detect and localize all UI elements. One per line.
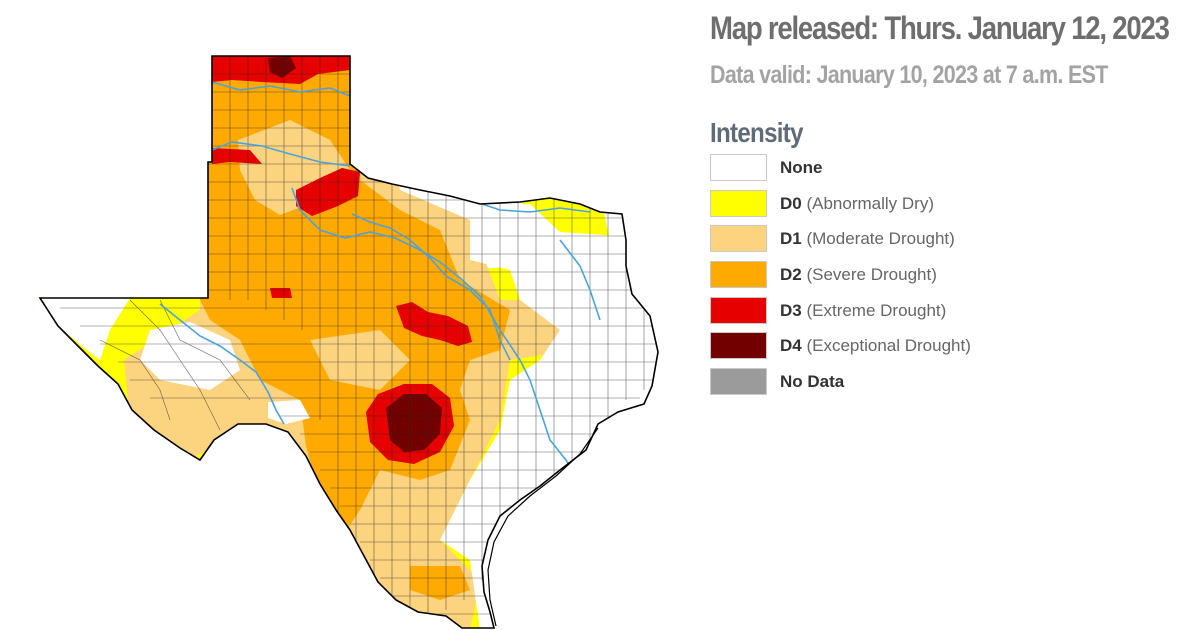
legend-swatch — [710, 225, 767, 253]
legend-swatch — [710, 368, 767, 396]
legend-label: (Moderate Drought) — [806, 229, 955, 249]
legend-label: (Extreme Drought) — [806, 300, 947, 320]
legend-code: D2 — [780, 265, 802, 285]
none-region-big-bend — [268, 400, 310, 424]
none-region-west — [40, 296, 130, 360]
legend-swatch — [710, 332, 767, 360]
data-valid-subtitle: Data valid: January 10, 2023 at 7 a.m. E… — [710, 61, 1108, 89]
legend-swatch — [710, 154, 767, 181]
d3-region-central — [396, 302, 472, 346]
legend-swatch — [710, 261, 767, 289]
none-region-trans-pecos — [140, 322, 240, 390]
d4-region-north — [268, 56, 296, 78]
legend-code: D3 — [780, 300, 802, 320]
d3-region-pecos — [270, 288, 292, 298]
map-released-title: Map released: Thurs. January 12, 2023 — [710, 10, 1170, 46]
legend-code: None — [780, 158, 823, 177]
legend-code: D0 — [780, 193, 802, 213]
rivers — [159, 81, 601, 471]
d1-patch-central — [310, 330, 410, 390]
legend-code: D1 — [780, 229, 802, 249]
legend-label: (Exceptional Drought) — [806, 336, 971, 356]
legend-title: Intensity — [710, 117, 804, 148]
info-panel: Map released: Thurs. January 12, 2023 Da… — [708, 0, 1200, 630]
coast-islands — [487, 427, 599, 627]
texas-outline — [38, 55, 659, 629]
county-lines — [40, 56, 658, 620]
legend-swatch — [710, 296, 767, 324]
legend-swatch — [710, 189, 767, 217]
none-region-east — [440, 204, 658, 628]
drought-map — [38, 55, 659, 629]
legend-label: (Abnormally Dry) — [806, 193, 934, 213]
d3-region-rolling — [296, 168, 360, 216]
d3-region-panhandle — [212, 148, 262, 164]
legend-label: (Severe Drought) — [806, 265, 937, 285]
d2-region-south — [410, 566, 470, 600]
legend-code: D4 — [780, 336, 802, 356]
legend-code: No Data — [780, 372, 845, 392]
